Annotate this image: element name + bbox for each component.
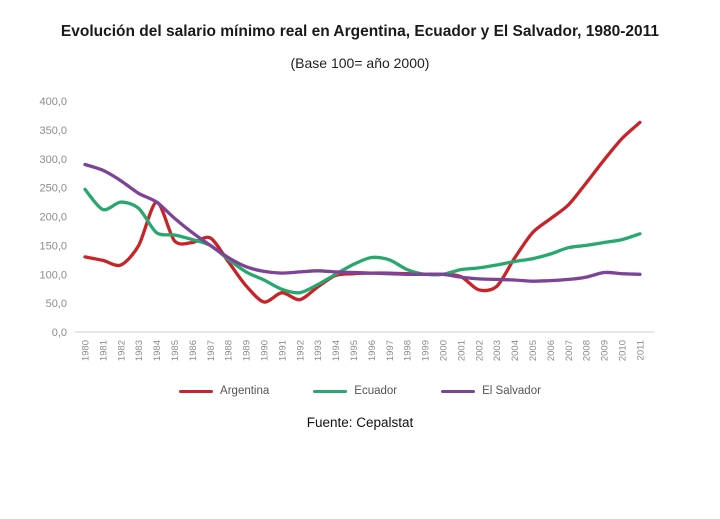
x-tick-label: 1983 [134, 340, 145, 361]
chart-plot-area: 0,0 50,0 100,0 150,0 200,0 250,0 300,0 350,0 400… [0, 77, 720, 382]
series-line-el-salvador [83, 163, 642, 284]
x-tick-label: 1992 [295, 340, 306, 361]
legend-line-swatch-el-salvador [441, 389, 476, 393]
legend-item-ecuador: Ecuador [313, 385, 397, 397]
y-tick-label: 400,0 [39, 96, 67, 108]
x-tick-label: 1998 [403, 340, 414, 361]
x-tick-label: 2010 [618, 340, 629, 361]
legend-label-el-salvador: El Salvador [482, 385, 541, 398]
x-tick-label: 2000 [439, 340, 450, 361]
chart-page: Evolución del salario mínimo real en Arg… [0, 22, 720, 519]
x-tick-label: 1997 [385, 340, 396, 361]
x-tick-label: 1985 [170, 340, 181, 361]
line-chart: 0,0 50,0 100,0 150,0 200,0 250,0 300,0 350,0 400… [39, 96, 654, 362]
x-tick-label: 2006 [546, 340, 557, 361]
y-tick-label: 150,0 [39, 241, 67, 253]
x-tick-label: 2002 [474, 340, 485, 361]
x-tick-label: 2009 [600, 340, 611, 361]
x-tick-label: 2001 [456, 340, 467, 361]
x-tick-label: 1980 [81, 340, 92, 361]
x-tick-label: 1993 [313, 340, 324, 361]
chart-legend: Argentina Ecuador El Salvador [0, 382, 720, 400]
legend-item-argentina: Argentina [179, 385, 269, 397]
x-tick-label: 2003 [492, 340, 503, 361]
y-tick-label: 200,0 [39, 212, 67, 224]
chart-subtitle: (Base 100= año 2000) [290, 55, 430, 72]
x-tick-label: 1982 [116, 340, 127, 361]
x-tick-label: 2008 [582, 340, 593, 361]
y-tick-label: 350,0 [39, 125, 67, 137]
series-line-ecuador [83, 188, 642, 295]
x-tick-label: 2004 [510, 340, 521, 361]
x-tick-label: 1994 [331, 340, 342, 361]
x-tick-label: 1986 [188, 340, 199, 361]
x-tick-label: 2007 [564, 340, 575, 361]
y-tick-label: 50,0 [46, 299, 67, 311]
x-tick-label: 1988 [224, 340, 235, 361]
x-tick-label: 2005 [528, 340, 539, 361]
legend-line-swatch-ecuador [313, 389, 348, 393]
legend-item-el-salvador: El Salvador [441, 385, 541, 397]
y-tick-label: 300,0 [39, 154, 67, 166]
x-tick-label: 1991 [277, 340, 288, 361]
x-tick-label: 1995 [349, 340, 360, 361]
x-tick-label: 1989 [242, 340, 253, 361]
x-tick-label: 1999 [421, 340, 432, 361]
legend-label-ecuador: Ecuador [354, 385, 398, 398]
x-tick-label: 1990 [260, 340, 271, 361]
x-tick-label: 1987 [206, 340, 217, 361]
y-tick-label: 0,0 [52, 327, 67, 339]
x-tick-label: 2011 [635, 340, 646, 360]
chart-source: Fuente: Cepalstat [306, 415, 414, 431]
y-tick-label: 250,0 [39, 183, 67, 195]
legend-line-swatch-argentina [179, 389, 214, 393]
y-tick-label: 100,0 [39, 270, 67, 282]
legend-label-argentina: Argentina [220, 385, 270, 398]
x-tick-label: 1981 [98, 340, 109, 361]
x-tick-label: 1984 [152, 340, 163, 361]
x-tick-label: 1996 [367, 340, 378, 361]
chart-title: Evolución del salario mínimo real en Arg… [60, 23, 660, 40]
